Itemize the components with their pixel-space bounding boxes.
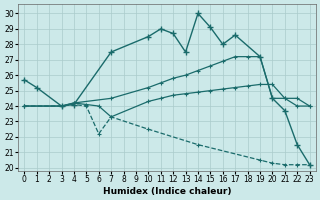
X-axis label: Humidex (Indice chaleur): Humidex (Indice chaleur): [103, 187, 231, 196]
